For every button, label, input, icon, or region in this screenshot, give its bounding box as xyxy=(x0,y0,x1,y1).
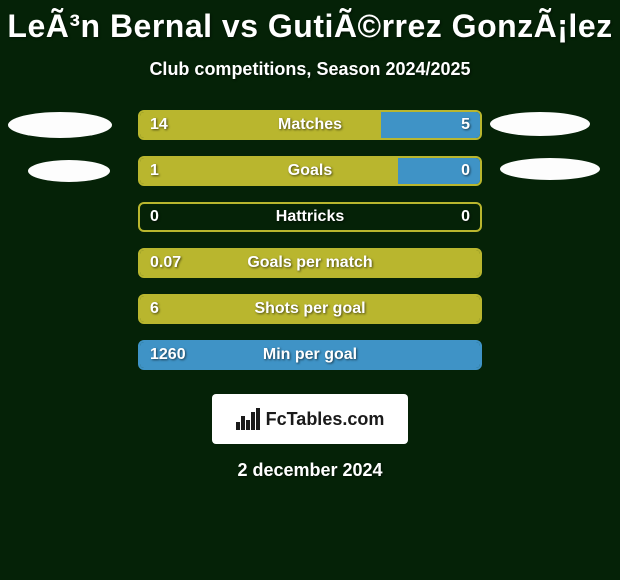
stat-row: 14 Matches 5 xyxy=(0,110,620,156)
stat-value-right: 5 xyxy=(461,116,470,134)
stat-rows: 14 Matches 5 1 Goals 0 0 Hattricks 0 0.07 Goals pe… xyxy=(0,110,620,386)
team-left-ellipse xyxy=(28,160,110,182)
team-right-ellipse xyxy=(500,158,600,180)
stat-bar-left xyxy=(140,158,398,184)
stat-value-left: 6 xyxy=(150,300,159,318)
stat-row: 0 Hattricks 0 xyxy=(0,202,620,248)
bar-chart-icon xyxy=(236,408,262,430)
stat-value-right: 0 xyxy=(461,208,470,226)
stat-value-left: 0.07 xyxy=(150,254,181,272)
stat-row: 1260 Min per goal xyxy=(0,340,620,386)
stat-bar: 14 Matches 5 xyxy=(138,110,482,140)
stat-label: Hattricks xyxy=(276,208,344,226)
stat-bar: 1 Goals 0 xyxy=(138,156,482,186)
stat-label: Matches xyxy=(278,116,342,134)
team-left-ellipse xyxy=(8,112,112,138)
stat-bar: 0.07 Goals per match xyxy=(138,248,482,278)
stat-label: Goals per match xyxy=(247,254,372,272)
stat-label: Min per goal xyxy=(263,346,357,364)
logo: FcTables.com xyxy=(212,394,408,444)
stat-label: Goals xyxy=(288,162,332,180)
stat-bar: 1260 Min per goal xyxy=(138,340,482,370)
stat-value-left: 14 xyxy=(150,116,168,134)
stat-value-left: 1260 xyxy=(150,346,186,364)
stat-bar-left xyxy=(140,112,381,138)
stat-value-right: 0 xyxy=(461,162,470,180)
stat-value-left: 1 xyxy=(150,162,159,180)
team-right-ellipse xyxy=(490,112,590,136)
stat-bar: 0 Hattricks 0 xyxy=(138,202,482,232)
stat-bar: 6 Shots per goal xyxy=(138,294,482,324)
page-title: LeÃ³n Bernal vs GutiÃ©rrez GonzÃ¡lez xyxy=(0,0,620,45)
stat-row: 0.07 Goals per match xyxy=(0,248,620,294)
stat-label: Shots per goal xyxy=(254,300,365,318)
footer-date: 2 december 2024 xyxy=(0,460,620,481)
stat-value-left: 0 xyxy=(150,208,159,226)
stat-row: 6 Shots per goal xyxy=(0,294,620,340)
logo-text: FcTables.com xyxy=(266,409,385,430)
subtitle: Club competitions, Season 2024/2025 xyxy=(0,59,620,80)
stat-row: 1 Goals 0 xyxy=(0,156,620,202)
